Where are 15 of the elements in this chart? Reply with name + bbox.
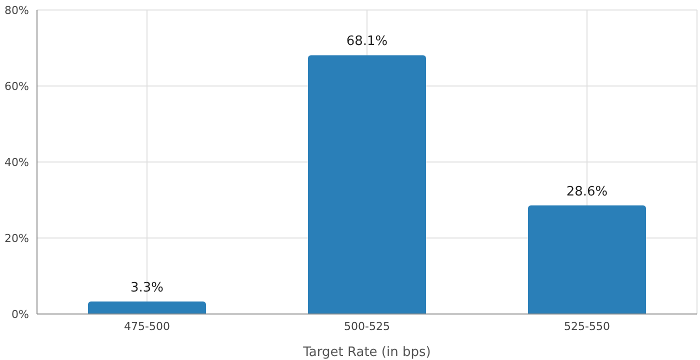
y-tick-label: 20% (4, 232, 29, 245)
y-tick-label: 60% (4, 80, 29, 93)
x-tick-label: 475-500 (124, 320, 170, 333)
y-tick-label: 80% (4, 4, 29, 17)
y-tick-label: 40% (4, 156, 29, 169)
y-tick-label: 0% (12, 308, 29, 321)
data-label: 68.1% (346, 34, 388, 50)
x-tick-label: 525-550 (564, 320, 610, 333)
bar (308, 55, 426, 314)
bar (88, 301, 206, 314)
x-axis-title: Target Rate (in bps) (302, 345, 431, 360)
x-tick-label: 500-525 (344, 320, 390, 333)
data-label: 3.3% (130, 280, 164, 296)
data-label: 28.6% (566, 184, 608, 200)
bar (528, 205, 646, 314)
